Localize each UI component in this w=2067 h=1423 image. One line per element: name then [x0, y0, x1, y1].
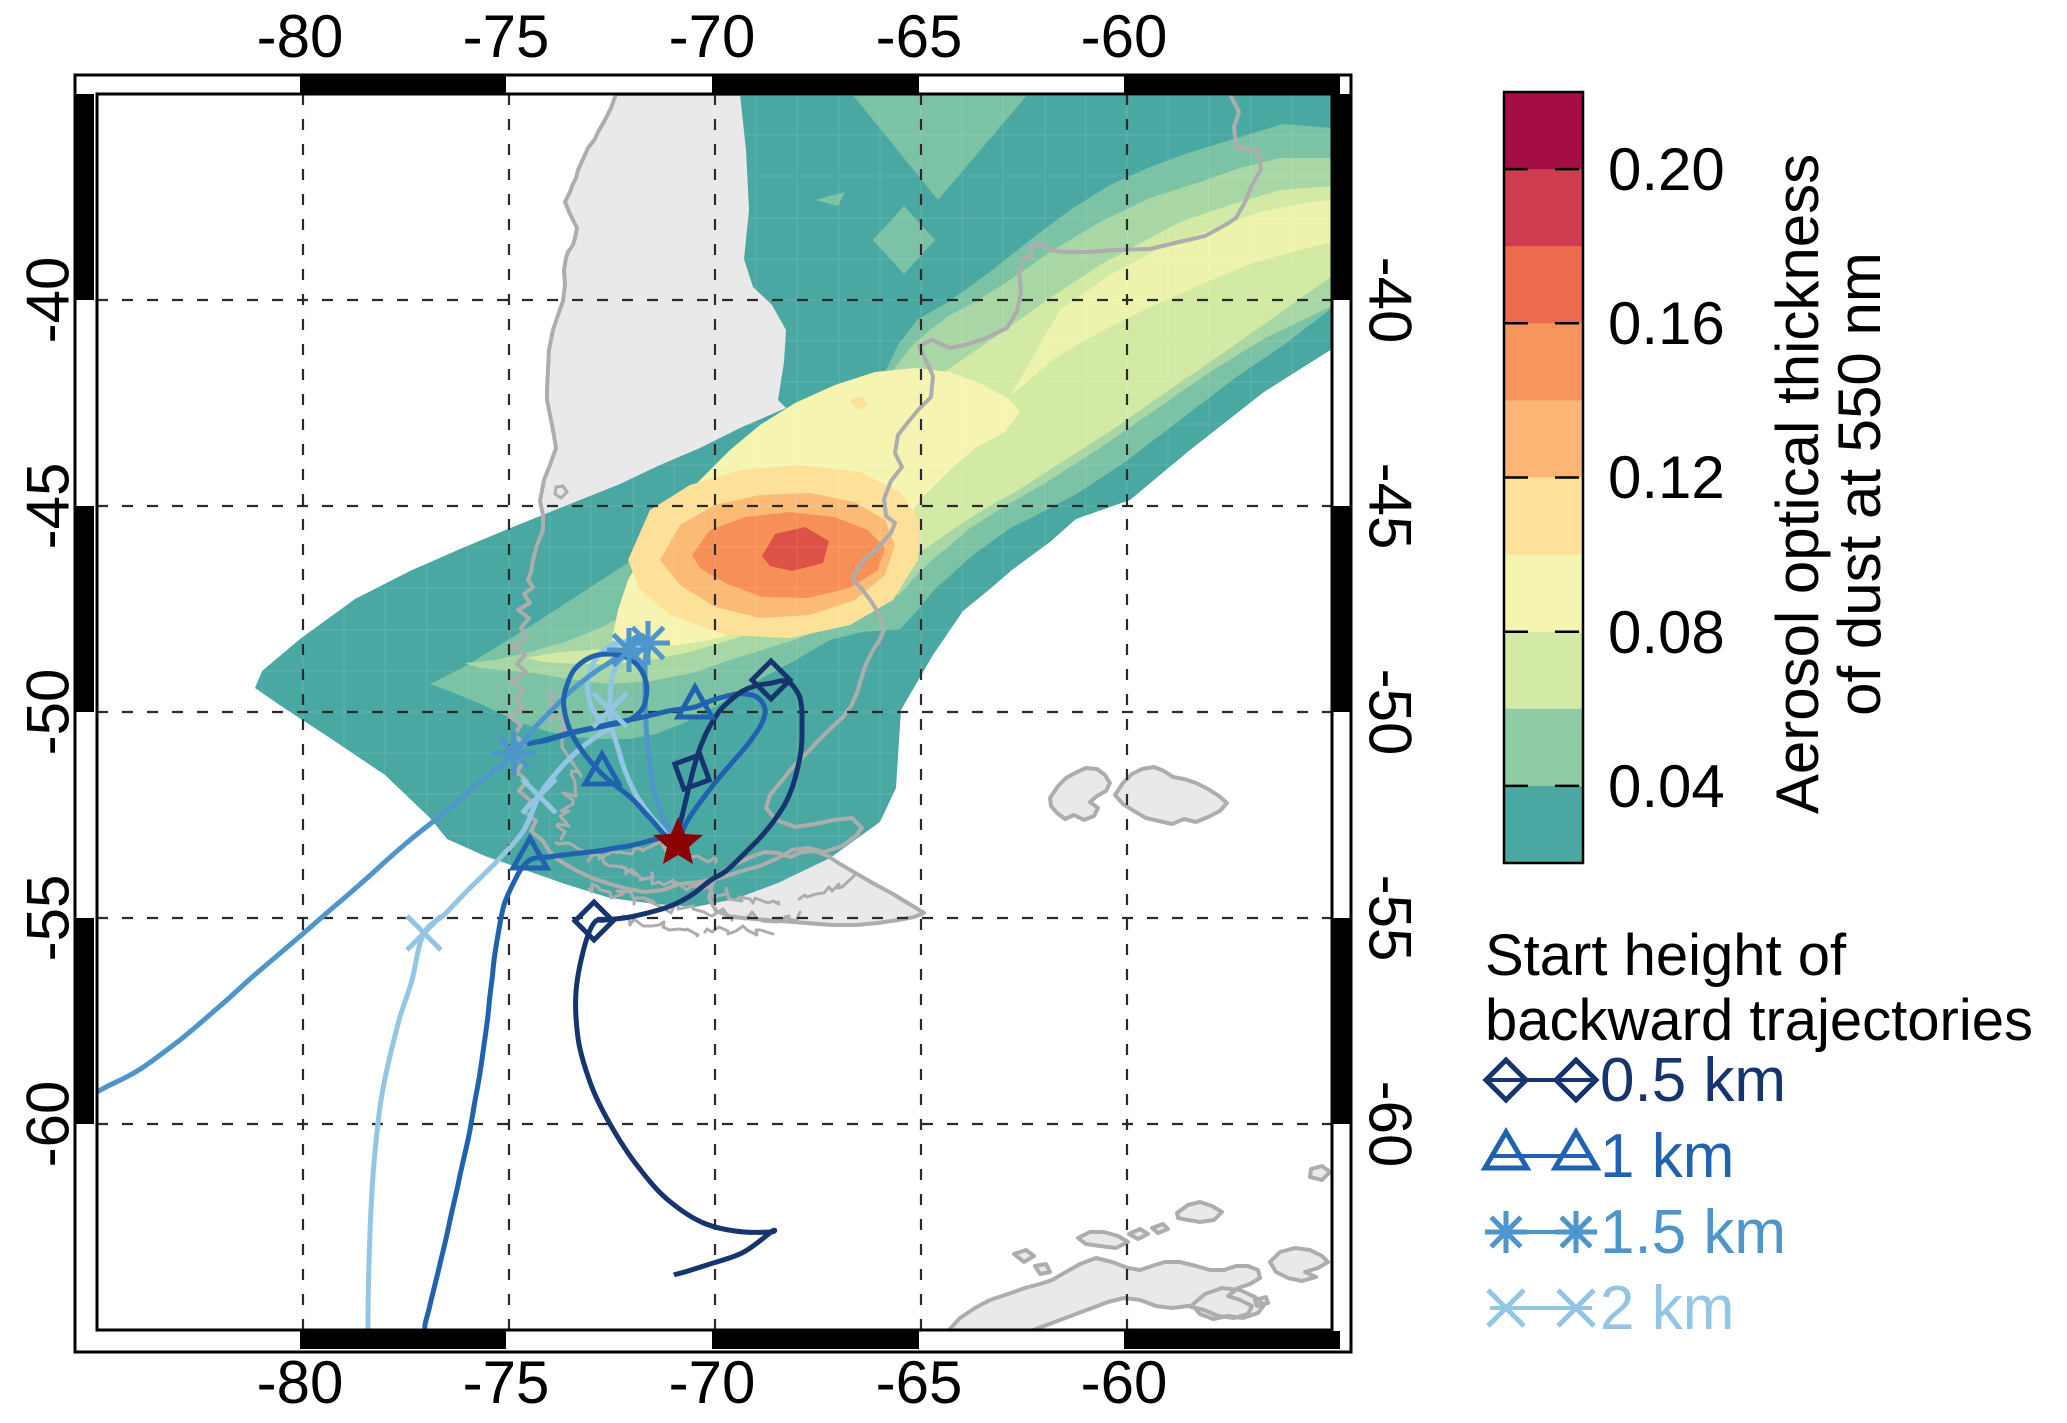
svg-text:backward trajectories: backward trajectories — [1485, 988, 2033, 1053]
svg-text:-40: -40 — [1357, 257, 1424, 344]
svg-text:0.5 km: 0.5 km — [1600, 1046, 1786, 1115]
svg-text:-70: -70 — [669, 3, 756, 70]
svg-text:-70: -70 — [669, 1349, 756, 1416]
svg-text:0.16: 0.16 — [1608, 290, 1725, 357]
svg-text:-75: -75 — [463, 1349, 550, 1416]
svg-text:-50: -50 — [15, 669, 82, 756]
svg-text:Start height of: Start height of — [1485, 923, 1847, 988]
svg-text:-80: -80 — [257, 3, 344, 70]
svg-text:-55: -55 — [1357, 875, 1424, 962]
svg-text:-65: -65 — [876, 1349, 963, 1416]
svg-text:0.04: 0.04 — [1608, 753, 1725, 820]
svg-text:-60: -60 — [1081, 1349, 1168, 1416]
svg-text:-50: -50 — [1357, 669, 1424, 756]
svg-text:-65: -65 — [876, 3, 963, 70]
svg-text:-80: -80 — [257, 1349, 344, 1416]
svg-text:Aerosol optical thickness: Aerosol optical thickness — [1764, 154, 1831, 814]
svg-text:1 km: 1 km — [1600, 1122, 1734, 1191]
svg-text:2 km: 2 km — [1600, 1274, 1734, 1343]
svg-text:0.20: 0.20 — [1608, 136, 1725, 203]
svg-text:-75: -75 — [463, 3, 550, 70]
svg-text:0.12: 0.12 — [1608, 444, 1725, 511]
svg-text:-40: -40 — [15, 257, 82, 344]
svg-text:-60: -60 — [1357, 1081, 1424, 1168]
svg-text:of dust at 550 nm: of dust at 550 nm — [1826, 252, 1893, 716]
svg-text:-55: -55 — [15, 875, 82, 962]
svg-text:1.5 km: 1.5 km — [1600, 1198, 1786, 1267]
svg-text:-45: -45 — [1357, 463, 1424, 550]
svg-text:-45: -45 — [15, 463, 82, 550]
svg-text:-60: -60 — [1081, 3, 1168, 70]
svg-text:0.08: 0.08 — [1608, 599, 1725, 666]
svg-text:-60: -60 — [15, 1081, 82, 1168]
